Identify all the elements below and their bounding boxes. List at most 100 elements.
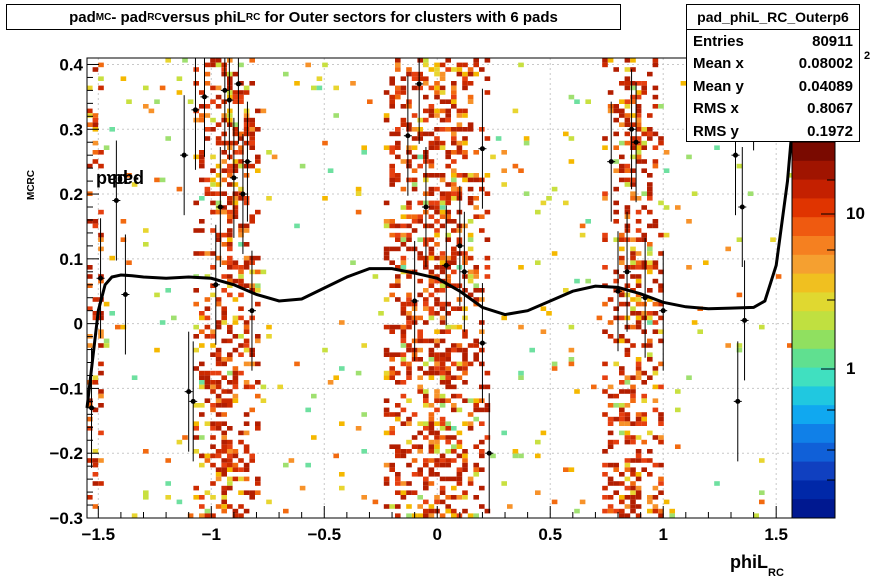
heatmap-cell [227,380,233,385]
heatmap-cell [221,67,227,72]
heatmap-cell [227,444,233,449]
heatmap-cell [333,453,339,459]
heatmap-cell [439,99,446,104]
heatmap-cell [619,412,625,417]
heatmap-cell [406,205,412,210]
heatmap-cell [210,426,216,431]
heatmap-cell [630,136,636,141]
heatmap-cell [619,338,625,344]
heatmap-cell [473,357,479,362]
heatmap-cell [389,99,395,104]
heatmap-cell [434,435,440,440]
heatmap-cell [210,265,216,270]
heatmap-cell [635,260,642,265]
heatmap-cell [484,209,491,215]
heatmap-cell [451,393,457,399]
heatmap-cell [383,430,390,436]
heatmap-cell [227,426,233,431]
heatmap-cell [204,384,211,390]
profile-point [213,282,219,288]
heatmap-cell [647,375,653,380]
heatmap-cell [624,412,631,417]
heatmap-cell [652,85,659,91]
heatmap-cell [199,453,205,459]
heatmap-cell [697,329,703,334]
profile-point [405,133,411,139]
heatmap-cell [389,232,395,238]
heatmap-cell [574,99,580,104]
heatmap-cell [658,251,664,256]
heatmap-cell [395,154,401,160]
profile-point [217,204,223,210]
heatmap-cell [266,499,272,505]
heatmap-cell [238,90,244,95]
heatmap-cell [523,191,530,196]
heatmap-cell [635,127,642,132]
heatmap-cell [294,223,300,229]
heatmap-cell [479,320,485,325]
heatmap-cell [92,311,99,316]
heatmap-cell [255,159,261,164]
heatmap-cell [389,219,395,224]
heatmap-cell [215,426,222,431]
heatmap-cell [439,361,446,367]
heatmap-cell [647,343,653,348]
heatmap-cell [227,283,233,288]
heatmap-cell [630,255,636,261]
heatmap-cell [243,324,250,330]
heatmap-cell [227,274,233,279]
heatmap-cell [428,214,435,219]
heatmap-cell [445,380,451,385]
heatmap-cell [417,251,423,256]
heatmap-cell [669,513,675,518]
heatmap-cell [305,462,311,468]
heatmap-cell [249,58,255,63]
heatmap-cell [630,499,636,505]
heatmap-cell [215,504,222,509]
heatmap-cell [227,439,233,445]
heatmap-cell [451,196,457,201]
heatmap-cell [428,163,435,169]
heatmap-cell [635,237,642,242]
heatmap-cell [417,504,423,509]
heatmap-cell [434,495,440,500]
heatmap-cell [395,274,401,279]
heatmap-cell [680,81,687,86]
heatmap-cell [434,71,440,77]
heatmap-cell [641,467,647,472]
heatmap-cell [456,393,463,399]
heatmap-cell [417,375,423,380]
heatmap-cell [249,219,255,224]
heatmap-cell [400,481,407,486]
heatmap-cell [215,301,222,307]
heatmap-cell [568,357,575,362]
heatmap-cell [607,439,614,445]
heatmap-cell [215,182,222,187]
heatmap-cell [635,315,642,321]
heatmap-cell [479,214,485,219]
heatmap-cell [602,301,608,307]
heatmap-cell [434,200,440,206]
heatmap-cell [423,58,429,63]
heatmap-cell [355,370,362,376]
heatmap-cell [607,297,614,302]
heatmap-cell [232,122,239,127]
heatmap-cell [87,343,93,348]
heatmap-cell [434,439,440,445]
heatmap-cell [182,58,188,63]
heatmap-cell [619,407,625,413]
heatmap-cell [383,462,390,468]
heatmap-cell [255,168,261,173]
heatmap-cell [210,200,216,206]
heatmap-cell [406,462,412,468]
heatmap-cell [154,347,160,353]
heatmap-cell [568,136,575,141]
heatmap-cell [451,361,457,367]
heatmap-cell [98,62,104,68]
heatmap-cell [630,177,636,183]
heatmap-cell [215,94,222,100]
heatmap-cell [98,458,104,463]
heatmap-cell [787,173,793,178]
heatmap-cell [607,90,614,95]
color-scale-segment [792,179,835,199]
